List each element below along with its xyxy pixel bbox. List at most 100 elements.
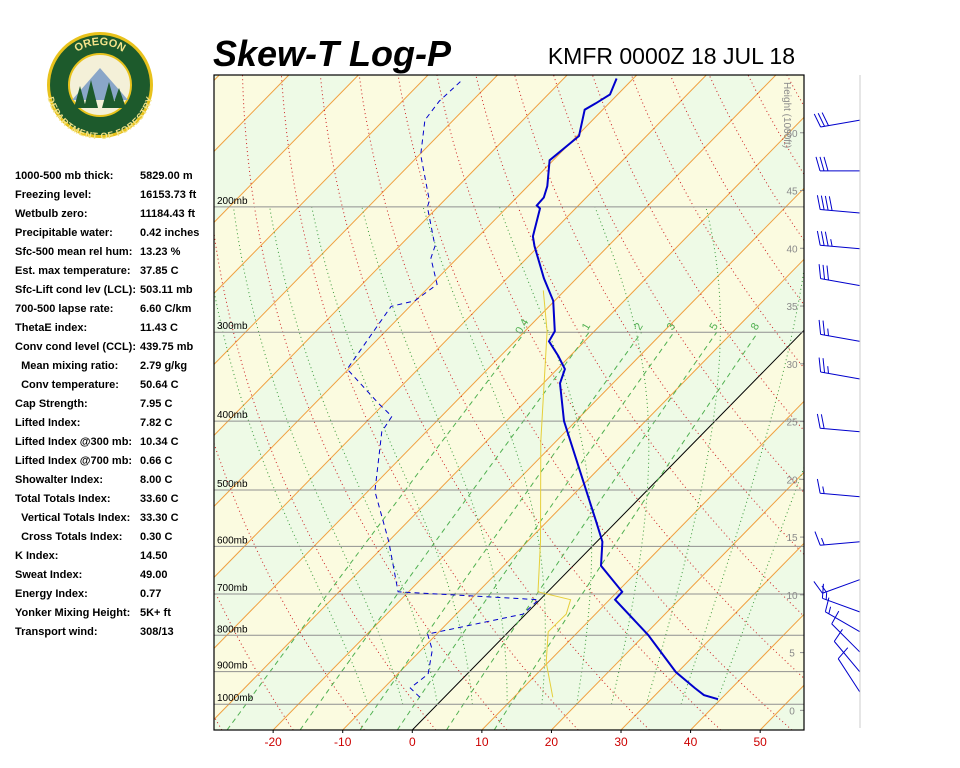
index-row: 1000-500 mb thick: 5829.00 m [15,168,193,187]
index-label: 700-500 lapse rate: [15,303,114,315]
plot-area: 0.4 1 2 3 5 8 [214,75,960,730]
mixing-ratio-label: 8 [749,321,762,332]
index-value: 6.60 C/km [140,303,192,315]
isotherm [214,75,777,650]
logo-top-text: OREGON [73,36,128,55]
moist-adiabat [499,206,593,705]
index-label: Transport wind: [15,626,98,638]
y-tick-label: 1000mb [217,693,254,704]
isotherm [214,75,707,579]
x-tick-label: 10 [475,735,489,749]
index-row: Mean mixing ratio: 2.79 g/kg [15,358,187,377]
moist-adiabat [311,206,473,705]
dry-adiabat [397,75,793,730]
wind-barb [816,478,861,498]
index-value: 308/13 [140,626,174,638]
isotherm [899,75,960,730]
index-row: Lifted Index @300 mb: 10.34 C [15,434,179,453]
x-tick-label: 40 [684,735,698,749]
index-value: 11.43 C [140,322,178,334]
y2-axis-label: Height (1000ft) [781,82,792,148]
x-tick-label: 30 [614,735,628,749]
index-label: ThetaE index: [15,322,88,334]
index-row: Conv cond level (CCL): 439.75 mb [15,339,193,358]
temperature-band [214,75,804,720]
index-label: Energy Index: [15,588,88,600]
index-row: Cap Strength: 7.95 C [15,396,172,415]
x-tick-label: 50 [753,735,767,749]
dry-adiabat [280,75,579,730]
mixing-ratio-line [299,331,590,730]
index-label: Total Totals Index: [15,493,111,505]
index-value: 37.85 C [140,265,179,277]
index-row: Conv temperature: 50.64 C [15,377,178,396]
y2-tick-label: 35 [786,302,798,313]
isotherm [411,329,804,730]
isotherm [690,613,804,730]
index-label: Freezing level: [15,189,92,201]
index-value: 10.34 C [140,436,179,448]
index-label: Conv temperature: [15,379,119,391]
x-tick-label: 0 [409,735,416,749]
index-label: Yonker Mixing Height: [15,607,131,619]
x-tick-label: -10 [334,735,352,749]
moist-adiabat [645,206,721,705]
wind-barb [833,629,861,673]
chart-subtitle: KMFR 0000Z 18 JUL 18 [548,43,795,69]
logo-trees [74,80,126,108]
index-row: Yonker Mixing Height: 5K+ ft [15,605,171,624]
isotherm [214,75,359,224]
x-tick-label: 20 [545,735,559,749]
isotherm [214,75,568,437]
chart-title: Skew-T Log-P [213,33,452,74]
y-tick-label: 900mb [217,661,248,672]
moist-adiabat [422,206,546,705]
index-label: Wetbulb zero: [15,208,88,220]
index-value: 50.64 C [140,379,179,391]
index-label: Conv cond level (CCL): [15,341,137,353]
dry-adiabat [904,75,960,730]
index-row: Precipitable water: 0.42 inches [15,225,199,244]
index-row: Total Totals Index: 33.60 C [15,491,179,510]
index-value: 33.60 C [140,493,179,505]
index-row: 700-500 lapse rate: 6.60 C/km [15,301,191,320]
isotherm [214,75,498,366]
index-value: 2.79 g/kg [140,360,188,372]
y2-tick-label: 45 [786,187,798,198]
index-value: 16153.73 ft [140,189,197,201]
isotherm [214,116,804,721]
index-row: Freezing level: 16153.73 ft [15,187,196,206]
y2-tick-label: 5 [789,649,795,660]
y-tick-label: 500mb [217,479,248,490]
overlay: 1000mb 900mb 800mb 700mb 600mb 500mb 400mb 300m… [217,82,861,749]
mixing-ratio-line [396,331,675,730]
index-value: 49.00 [140,569,168,581]
mixing-ratio-line [446,331,718,730]
index-row: ThetaE index: 11.43 C [15,320,178,339]
index-row: Lifted Index @700 mb: 0.66 C [15,453,172,472]
index-label: Mean mixing ratio: [15,360,119,372]
index-row: K Index: 14.50 [15,548,168,567]
wind-barb [816,230,861,250]
isotherm [551,471,804,730]
index-label: Cap Strength: [15,398,88,410]
profile-line [346,80,540,698]
index-row: Lifted Index: 7.82 C [15,415,172,434]
index-row: Wetbulb zero: 11184.43 ft [15,206,195,225]
index-value: 5829.00 m [140,170,193,182]
y-tick-label: 800mb [217,624,248,635]
mixing-ratio-line [226,331,526,730]
index-label: Sweat Index: [15,569,83,581]
mixing-ratio-label: 2 [632,321,645,332]
index-row: Sfc-Lift cond lev (LCL): 503.11 mb [15,282,193,301]
y2-tick-label: 40 [786,244,798,255]
wind-barb [813,112,861,128]
index-value: 0.30 C [140,531,173,543]
logo-mountain [72,68,128,100]
index-value: 5K+ ft [140,607,171,619]
y-tick-label: 200mb [217,196,248,207]
temperature-band [899,75,960,730]
wind-barb [818,264,861,287]
